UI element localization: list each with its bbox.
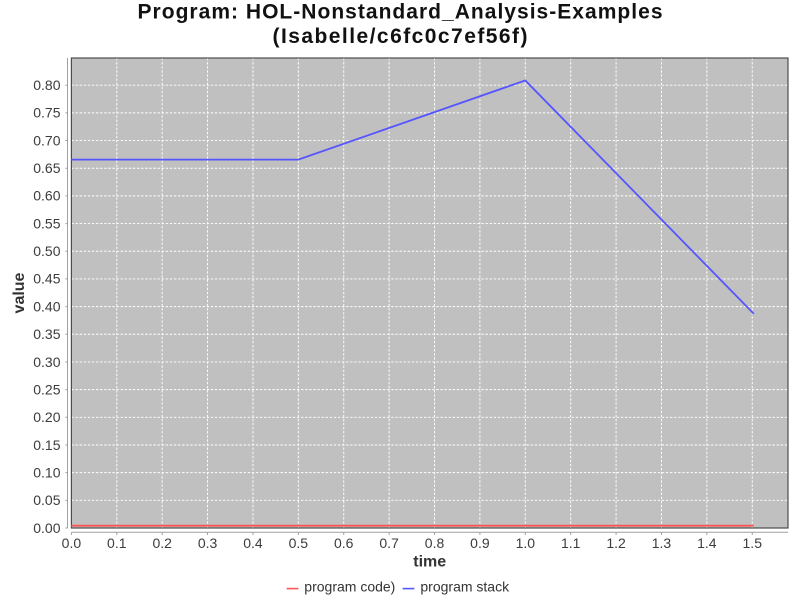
svg-text:value: value xyxy=(11,272,28,313)
svg-text:0.50: 0.50 xyxy=(33,243,60,259)
svg-text:0.70: 0.70 xyxy=(33,132,60,148)
svg-text:program code): program code) xyxy=(304,578,395,594)
svg-text:0.05: 0.05 xyxy=(33,492,60,508)
svg-text:Program: HOL-Nonstandard_Analy: Program: HOL-Nonstandard_Analysis-Exampl… xyxy=(138,1,663,24)
svg-text:program stack: program stack xyxy=(420,578,510,594)
svg-text:0.3: 0.3 xyxy=(198,535,218,551)
svg-text:0.60: 0.60 xyxy=(33,188,60,204)
svg-text:1.3: 1.3 xyxy=(652,535,672,551)
svg-text:0.45: 0.45 xyxy=(33,271,60,287)
svg-text:0.40: 0.40 xyxy=(33,298,60,314)
svg-text:0.0: 0.0 xyxy=(62,535,82,551)
svg-text:0.6: 0.6 xyxy=(334,535,354,551)
svg-text:0.30: 0.30 xyxy=(33,354,60,370)
svg-text:1.2: 1.2 xyxy=(606,535,626,551)
svg-text:1.4: 1.4 xyxy=(697,535,717,551)
svg-text:0.2: 0.2 xyxy=(152,535,172,551)
svg-text:0.65: 0.65 xyxy=(33,160,60,176)
svg-text:0.80: 0.80 xyxy=(33,77,60,93)
svg-text:0.10: 0.10 xyxy=(33,464,60,480)
svg-text:0.1: 0.1 xyxy=(107,535,127,551)
svg-text:0.35: 0.35 xyxy=(33,326,60,342)
svg-text:1.0: 1.0 xyxy=(516,535,536,551)
svg-text:0.00: 0.00 xyxy=(33,520,60,536)
svg-text:0.15: 0.15 xyxy=(33,437,60,453)
svg-text:0.7: 0.7 xyxy=(379,535,399,551)
svg-text:0.20: 0.20 xyxy=(33,409,60,425)
svg-text:0.5: 0.5 xyxy=(289,535,309,551)
svg-text:time: time xyxy=(413,554,446,571)
svg-text:0.75: 0.75 xyxy=(33,105,60,121)
svg-text:0.55: 0.55 xyxy=(33,215,60,231)
svg-text:1.1: 1.1 xyxy=(561,535,581,551)
svg-text:0.9: 0.9 xyxy=(470,535,490,551)
svg-text:(Isabelle/c6fc0c7ef56f): (Isabelle/c6fc0c7ef56f) xyxy=(273,25,528,48)
svg-text:0.8: 0.8 xyxy=(425,535,445,551)
svg-text:0.4: 0.4 xyxy=(243,535,263,551)
svg-text:0.25: 0.25 xyxy=(33,381,60,397)
svg-text:1.5: 1.5 xyxy=(743,535,763,551)
